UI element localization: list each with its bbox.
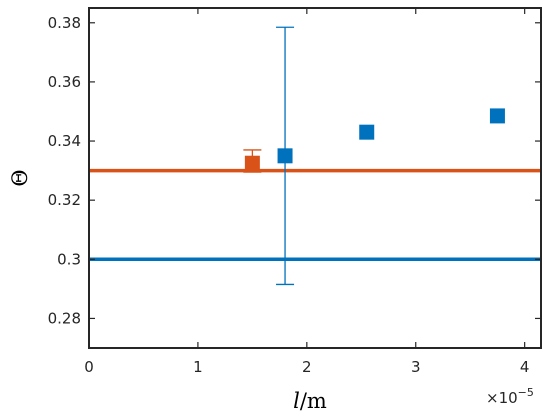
data-point <box>489 108 505 124</box>
x-tick-label: 4 <box>520 358 530 376</box>
x-axis-exponent-base: ×10 <box>486 389 518 407</box>
data-point <box>244 155 260 171</box>
x-axis-exponent-power: −5 <box>518 386 534 399</box>
axes-frame <box>88 7 542 349</box>
y-tick-label: 0.38 <box>48 14 81 32</box>
y-axis-label: Θ <box>8 169 32 186</box>
y-tick-label: 0.36 <box>48 73 81 91</box>
plot-area <box>89 26 541 286</box>
x-tick-label: 2 <box>302 358 312 376</box>
y-tick-label: 0.3 <box>57 250 81 268</box>
y-tick-label: 0.28 <box>48 309 81 327</box>
data-point <box>359 124 375 140</box>
y-tick-label: 0.34 <box>48 132 81 150</box>
x-tick-label: 1 <box>193 358 203 376</box>
x-axis-label-symbol: l <box>293 389 300 413</box>
x-axis-exponent: ×10−5 <box>486 386 534 407</box>
data-point <box>277 148 293 164</box>
x-tick-label: 0 <box>84 358 94 376</box>
y-tick-label: 0.32 <box>48 191 81 209</box>
x-tick-label: 3 <box>411 358 421 376</box>
x-axis-label: l/m <box>293 389 327 413</box>
x-axis-label-unit: /m <box>300 389 327 413</box>
